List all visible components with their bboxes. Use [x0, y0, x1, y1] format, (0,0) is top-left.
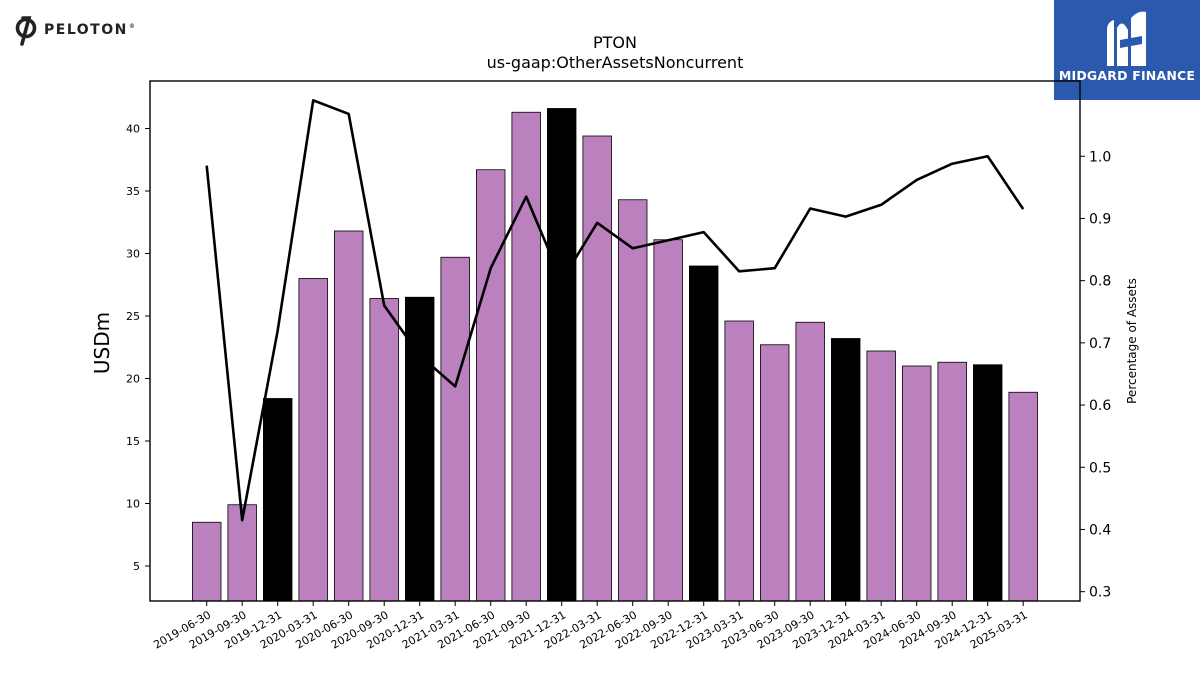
line-series [205, 98, 1025, 522]
y-tick-label: 40 [126, 123, 140, 136]
chart-subtitle: us-gaap:OtherAssetsNoncurrent [487, 53, 744, 72]
midgard-finance-logo: MIDGARD FINANCE [1054, 0, 1200, 100]
y2-tick-label: 1.0 [1089, 149, 1111, 165]
y-axis-label: USDm [90, 312, 114, 374]
bar-series [191, 108, 1038, 602]
bar-2020-09-30 [369, 298, 399, 602]
midgard-wordmark: MIDGARD FINANCE [1058, 68, 1196, 83]
bar-2021-03-31 [440, 256, 470, 602]
peloton-wordmark: PELOTON® [44, 22, 137, 38]
bar-2023-03-31 [724, 320, 754, 602]
bar-2019-06-30 [191, 521, 222, 602]
y2-tick-label: 0.8 [1089, 274, 1111, 290]
y2-tick-label: 0.7 [1089, 336, 1111, 352]
bar-2019-12-31 [262, 398, 293, 602]
y2-tick-label: 0.5 [1089, 460, 1111, 476]
peloton-mark-icon [15, 16, 37, 46]
peloton-logo: PELOTON® [14, 14, 136, 46]
bar-2020-06-30 [333, 230, 364, 602]
y-tick-label: 10 [126, 498, 140, 511]
bar-2024-09-30 [937, 361, 967, 602]
y2-axis-label: Percentage of Assets [1125, 278, 1139, 404]
bar-2022-06-30 [618, 199, 648, 602]
y-tick-label: 5 [133, 560, 140, 573]
bar-2022-03-31 [582, 135, 612, 602]
percentage-line [205, 98, 1025, 522]
chart-title: PTON [593, 33, 637, 52]
bar-2022-09-30 [653, 239, 683, 602]
y-tick-label: 15 [126, 435, 140, 448]
plot-frame [149, 80, 1081, 602]
bar-2024-12-31 [973, 364, 1003, 602]
bar-2020-03-31 [298, 278, 328, 602]
bar-2022-12-31 [689, 265, 719, 602]
bar-2023-06-30 [760, 344, 790, 602]
y-tick-label: 20 [126, 373, 140, 386]
y-tick-label: 30 [126, 248, 140, 261]
bar-2020-12-31 [404, 296, 435, 602]
bar-2024-03-31 [866, 350, 896, 602]
y2-tick-label: 0.3 [1089, 585, 1111, 601]
bar-2021-06-30 [475, 169, 506, 602]
midgard-mark-icon [1107, 11, 1146, 66]
y-tick-label: 25 [126, 310, 140, 323]
y2-tick-label: 0.6 [1089, 398, 1111, 414]
bar-2021-12-31 [547, 108, 577, 602]
bar-2025-03-31 [1008, 391, 1038, 602]
bar-2023-09-30 [795, 321, 825, 602]
y2-tick-label: 0.9 [1089, 211, 1111, 227]
bar-2021-09-30 [511, 111, 541, 602]
y-tick-label: 35 [126, 185, 140, 198]
y2-tick-label: 0.4 [1089, 522, 1111, 538]
bar-2024-06-30 [902, 365, 932, 602]
bar-2023-12-31 [831, 338, 861, 602]
